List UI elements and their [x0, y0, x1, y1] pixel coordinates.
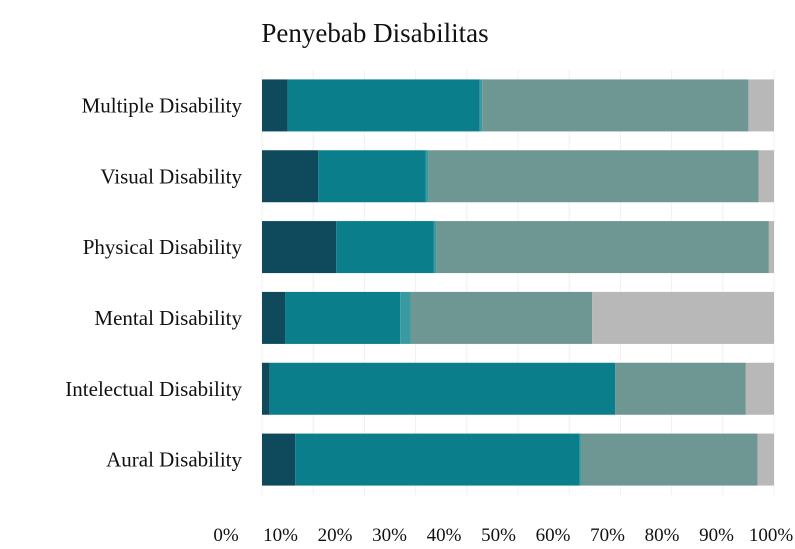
x-tick-label: 70%: [590, 525, 625, 546]
bar-segment: [745, 362, 774, 415]
bars: [262, 79, 774, 486]
category-label: Aural Disability: [106, 448, 242, 472]
bar-segment: [580, 433, 758, 486]
bar-segment: [262, 79, 288, 132]
bar-segment: [269, 362, 616, 415]
bar-segment: [479, 79, 483, 132]
bar-segment: [410, 291, 593, 344]
chart-title: Penyebab Disabilitas: [261, 18, 488, 48]
bar-segment: [768, 221, 774, 274]
grid: [261, 70, 775, 495]
x-tick-label: 0%: [213, 525, 239, 546]
x-tick-label: 90%: [699, 525, 734, 546]
bar-segment: [336, 221, 434, 274]
bar-segment: [436, 221, 769, 274]
bar-segment: [287, 79, 480, 132]
bar-segment: [262, 433, 296, 486]
bar-segment: [433, 221, 437, 274]
bar-segment: [400, 291, 411, 344]
category-labels: Multiple Disability Visual Disability Phys…: [65, 93, 242, 471]
bar-segment: [262, 150, 319, 203]
bar-segment: [758, 150, 774, 203]
bar-segment: [748, 79, 774, 132]
bar-segment: [579, 433, 581, 486]
x-tick-label: 60%: [536, 525, 571, 546]
bar-segment: [295, 433, 580, 486]
bar-segment: [615, 362, 746, 415]
x-tick-label: 20%: [318, 525, 353, 546]
x-tick-label: 40%: [427, 525, 462, 546]
bar-segment: [482, 79, 749, 132]
bar-segment: [425, 150, 429, 203]
bar-segment: [262, 221, 337, 274]
x-tick-label: 10%: [263, 525, 298, 546]
category-label: Intelectual Disability: [65, 377, 242, 401]
x-tick-label: 50%: [481, 525, 516, 546]
category-label: Visual Disability: [100, 164, 242, 188]
bar-segment: [757, 433, 774, 486]
bar-segment: [262, 362, 270, 415]
category-label: Multiple Disability: [82, 93, 243, 117]
bar-segment: [592, 291, 774, 344]
x-tick-label: 100%: [749, 525, 794, 546]
bar-segment: [318, 150, 426, 203]
bar-segment: [262, 291, 286, 344]
bar-segment: [428, 150, 759, 203]
x-tick-label: 80%: [645, 525, 680, 546]
category-label: Mental Disability: [94, 306, 242, 330]
category-label: Physical Disability: [83, 235, 243, 259]
x-tick-label: 30%: [372, 525, 407, 546]
x-axis-ticks: 0% 10% 20% 30% 40% 50% 60% 70% 80% 90% 100%: [213, 525, 793, 546]
bar-segment: [285, 291, 401, 344]
